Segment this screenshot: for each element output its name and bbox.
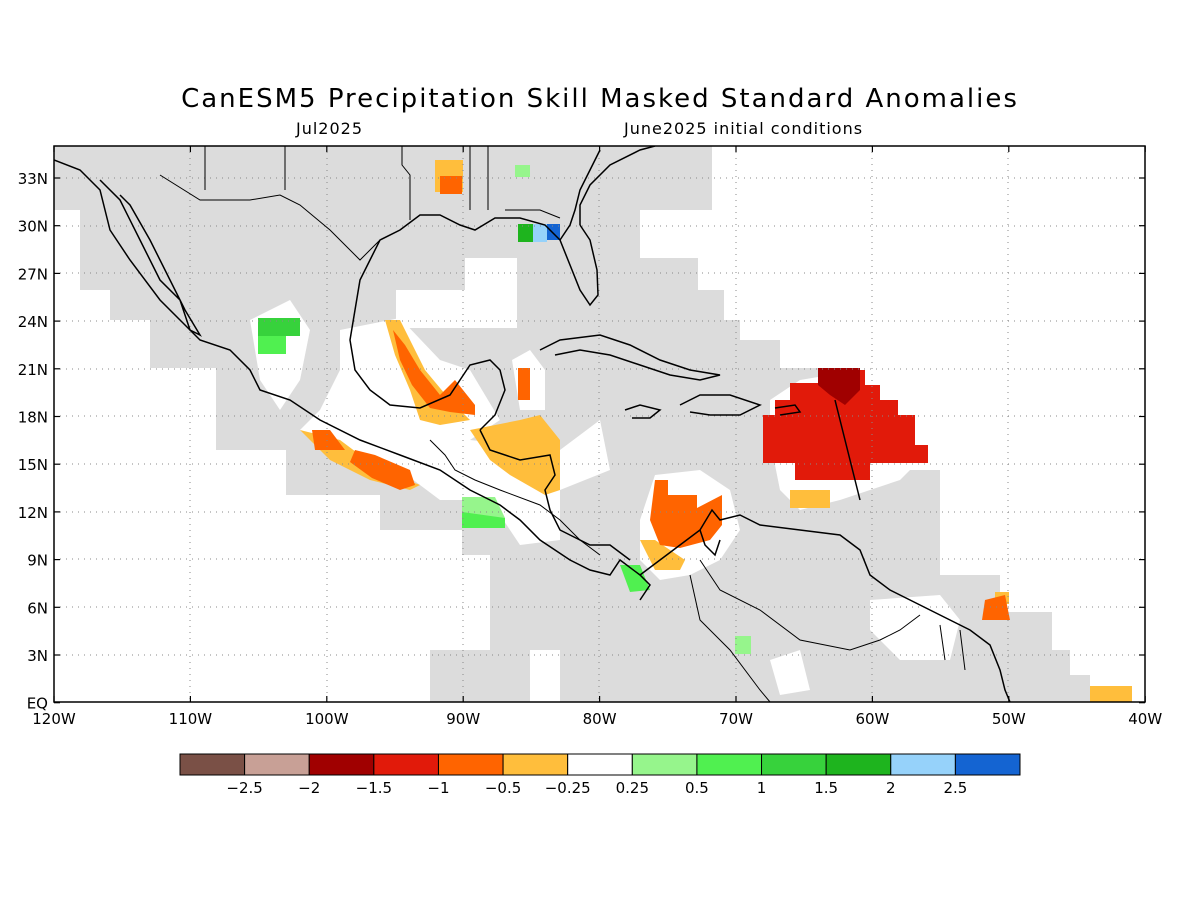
colorbar-swatch xyxy=(567,753,633,776)
colorbar-label: −2.5 xyxy=(226,779,262,797)
lat-label: 18N xyxy=(18,409,48,427)
colorbar-swatch xyxy=(890,753,956,776)
colorbar-swatch xyxy=(502,753,569,776)
colorbar-swatch xyxy=(308,753,375,776)
colorbar-label: −1 xyxy=(427,779,449,797)
lon-label: 110W xyxy=(169,710,213,728)
lon-label: 100W xyxy=(305,710,349,728)
positive-anomaly xyxy=(258,165,751,654)
lat-label: 12N xyxy=(18,504,48,522)
colorbar-label: 1 xyxy=(757,779,767,797)
lon-label: 90W xyxy=(446,710,480,728)
colorbar-swatch xyxy=(825,753,892,776)
forecast-month: Jul2025 xyxy=(296,119,364,138)
lat-label: 33N xyxy=(18,170,48,188)
colorbar: −2.5 −2 −1.5 −1 −0.5 −0.25 0.25 0.5 1 1.5 2 2.5 xyxy=(179,753,1021,797)
lat-label: 3N xyxy=(27,647,48,665)
lat-label: 21N xyxy=(18,361,48,379)
lat-label: 30N xyxy=(18,218,48,236)
colorbar-label: −1.5 xyxy=(356,779,392,797)
latitude-axis: 33N 30N 27N 24N 21N 18N 15N 12N 9N 6N 3N EQ xyxy=(18,170,1145,713)
lat-label: 24N xyxy=(18,313,48,331)
colorbar-label: 2 xyxy=(886,779,896,797)
political-borders xyxy=(159,146,966,702)
lat-label: 15N xyxy=(18,456,48,474)
colorbar-label: −2 xyxy=(298,779,320,797)
initial-conditions: June2025 initial conditions xyxy=(624,119,864,138)
anomaly-field xyxy=(54,146,1132,702)
lat-label: 27N xyxy=(18,265,48,283)
strong-negative-anomaly xyxy=(763,370,928,480)
colorbar-label: 1.5 xyxy=(814,779,838,797)
colorbar-swatch xyxy=(696,753,763,776)
colorbar-label: 2.5 xyxy=(943,779,967,797)
lat-label: EQ xyxy=(27,695,48,713)
colorbar-label: 0.5 xyxy=(685,779,709,797)
map-title: CanESM5 Precipitation Skill Masked Stand… xyxy=(181,84,1019,114)
colorbar-swatch xyxy=(631,753,698,776)
coastlines xyxy=(54,146,1011,702)
lon-label: 70W xyxy=(719,710,753,728)
colorbar-swatch xyxy=(437,753,504,776)
lon-label: 80W xyxy=(583,710,617,728)
colorbar-swatch xyxy=(954,753,1021,776)
longitude-axis: 120W 110W 100W 90W 80W 70W 60W 50W 40W xyxy=(32,146,1162,728)
colorbar-label: −0.5 xyxy=(485,779,521,797)
lon-label: 60W xyxy=(855,710,889,728)
colorbar-swatch xyxy=(179,753,246,776)
lon-label: 40W xyxy=(1128,710,1162,728)
lon-label: 120W xyxy=(32,710,76,728)
colorbar-label: −0.25 xyxy=(545,779,591,797)
colorbar-swatch xyxy=(761,753,827,776)
masked-area xyxy=(54,146,1090,702)
colorbar-label: 0.25 xyxy=(616,779,649,797)
lat-label: 6N xyxy=(27,599,48,617)
lat-label: 9N xyxy=(27,552,48,570)
extreme-negative-anomaly xyxy=(818,368,860,405)
lon-label: 50W xyxy=(992,710,1026,728)
colorbar-swatch xyxy=(373,753,439,776)
colorbar-swatch xyxy=(244,753,310,776)
